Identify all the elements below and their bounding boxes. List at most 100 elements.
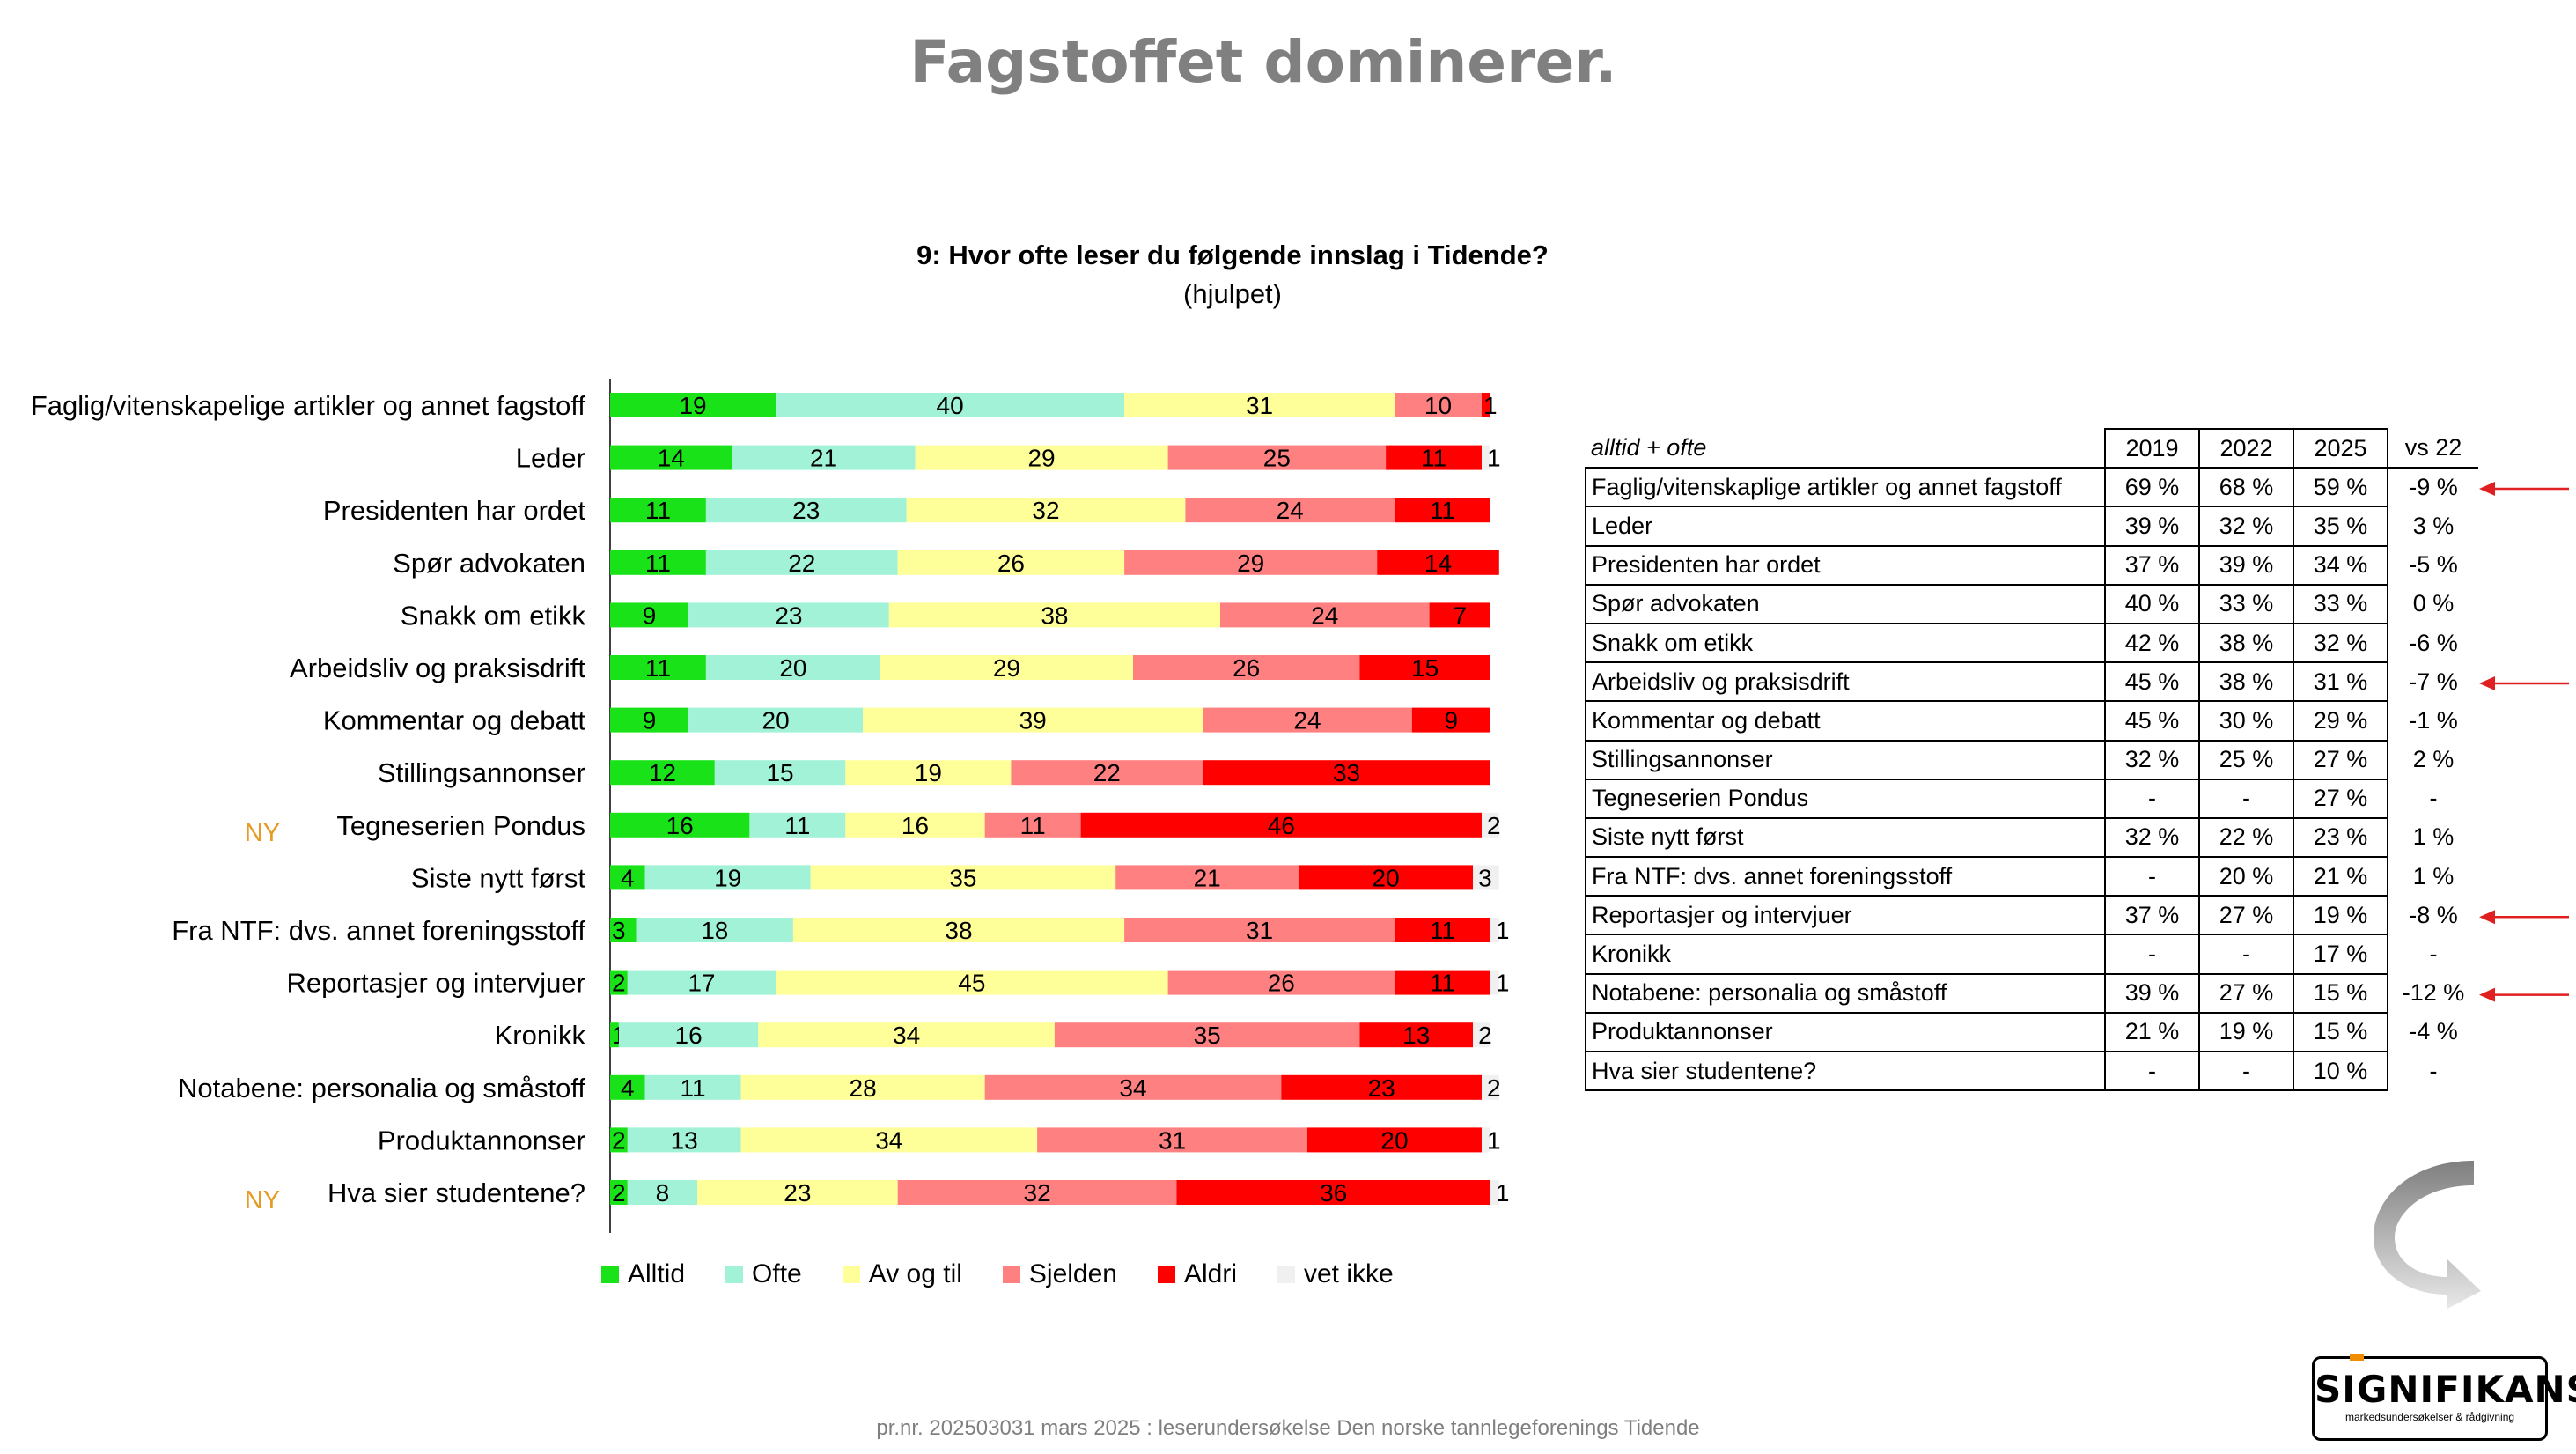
- bar-segment: [1377, 550, 1499, 575]
- cell-2019: 37 %: [2104, 895, 2200, 936]
- bar-segment: [1124, 550, 1378, 575]
- table-row: Reportasjer og intervjuer 37 % 27 % 19 % -8 …: [1585, 895, 2478, 936]
- footer-note: pr.nr. 202503031 mars 2025 : leserunders…: [876, 1416, 1700, 1440]
- cell-2019: -: [2104, 856, 2200, 897]
- chart-legend: Alltid Ofte Av og til Sjelden Aldri vet …: [601, 1259, 1394, 1289]
- row-label: Tegneserien Pondus: [1585, 778, 2106, 819]
- cell-2019: 45 %: [2104, 661, 2200, 703]
- cell-2025: 27 %: [2293, 778, 2388, 819]
- legend-item-sjelden: Sjelden: [1002, 1259, 1117, 1289]
- bar-segment: [714, 760, 846, 786]
- data-label: 31: [1246, 392, 1273, 419]
- data-label: 25: [1263, 445, 1291, 472]
- data-label: 31: [1246, 917, 1273, 944]
- bar-segment: [888, 602, 1220, 628]
- bar-segment: [1359, 1022, 1474, 1048]
- data-label: 32: [1032, 497, 1059, 524]
- bar-segment: [792, 918, 1125, 942]
- legend-swatch: [1157, 1266, 1175, 1283]
- data-label: 23: [784, 1179, 811, 1207]
- bar-segment: [610, 1022, 619, 1048]
- data-label: 11: [1020, 812, 1046, 839]
- page-title: Fagstoffet dominerer.: [909, 28, 1617, 96]
- category-label: Reportasjer og intervjuer: [287, 968, 585, 999]
- category-label: Fra NTF: dvs. annet foreningsstoff: [172, 915, 585, 946]
- cell-2025: 35 %: [2293, 506, 2388, 547]
- data-label: 24: [1277, 497, 1304, 524]
- data-label: 2: [1478, 1022, 1492, 1049]
- bar-segment: [1482, 445, 1490, 470]
- bar-segment: [1220, 602, 1430, 628]
- category-label: Presidenten har ordet: [323, 495, 586, 526]
- data-label: 34: [893, 1022, 920, 1049]
- red-arrow-icon: [2479, 910, 2569, 925]
- bar-segment: [915, 445, 1168, 470]
- new-marker: NY: [245, 819, 280, 847]
- cell-2022: 68 %: [2198, 467, 2294, 508]
- bar-segment: [1307, 1127, 1482, 1153]
- data-label: 23: [1368, 1074, 1395, 1102]
- bar-segment: [984, 812, 1081, 838]
- data-label: 26: [997, 550, 1025, 577]
- data-label: 34: [875, 1126, 902, 1154]
- bar-segment: [610, 707, 689, 733]
- bar-segment: [618, 1022, 759, 1048]
- cell-2019: 40 %: [2104, 583, 2200, 624]
- trend-table-header: alltid + ofte 2019 2022 2025 vs 22: [1586, 427, 2478, 469]
- bar-segment: [610, 655, 706, 680]
- data-label: 20: [762, 707, 790, 734]
- category-label: Faglig/vitenskapelige artikler og annet …: [31, 390, 586, 421]
- category-label: Hva sier studentene?: [328, 1177, 585, 1208]
- data-label: 28: [850, 1074, 877, 1102]
- data-label: 23: [792, 497, 820, 524]
- data-label: 11: [1421, 445, 1446, 472]
- cell-2025: 19 %: [2293, 895, 2388, 936]
- cell-vs22: -12 %: [2402, 979, 2465, 1007]
- bar-segment: [845, 812, 985, 838]
- data-label: 29: [993, 654, 1020, 682]
- trend-table-body: Faglig/vitenskaplige artikler og annet f…: [1585, 467, 2478, 1092]
- cell-vs22: -1 %: [2409, 706, 2458, 734]
- bar-segment: [1167, 970, 1395, 995]
- row-label: Leder: [1585, 506, 2106, 547]
- legend-swatch: [1277, 1266, 1295, 1283]
- bar-segment: [610, 1074, 645, 1100]
- data-label: 13: [1402, 1022, 1430, 1049]
- data-label: 19: [679, 392, 706, 419]
- logo-tagline: markedsundersøkelser & rådgivning: [2344, 1411, 2515, 1423]
- bar-segment: [610, 445, 732, 470]
- cell-2025: 31 %: [2293, 661, 2388, 703]
- bar-segment: [749, 812, 846, 838]
- cell-vs22: -7 %: [2409, 668, 2458, 695]
- data-label: 20: [1373, 864, 1400, 891]
- data-label: 20: [779, 654, 806, 682]
- legend-label: vet ikke: [1304, 1259, 1394, 1288]
- bar-segment: [610, 393, 776, 417]
- cell-2022: 38 %: [2198, 661, 2294, 703]
- bar-segment: [610, 812, 750, 838]
- data-label: 11: [681, 1074, 706, 1102]
- table-row: Hva sier studentene? - -10 % -: [1585, 1050, 2478, 1092]
- cell-2019: -: [2104, 778, 2200, 819]
- cell-2025: 27 %: [2293, 739, 2388, 780]
- table-row: Notabene: personalia og småstoff 39 % 27 %…: [1585, 972, 2478, 1014]
- bar-segment: [610, 760, 715, 786]
- cell-2025: 15 %: [2293, 1011, 2388, 1053]
- data-label: 32: [1024, 1179, 1051, 1207]
- table-row: Kronikk - -17 % -: [1585, 934, 2478, 975]
- data-label: 14: [1424, 550, 1452, 577]
- data-label: 8: [656, 1179, 670, 1207]
- category-label: Leder: [516, 443, 585, 474]
- bar-segment: [627, 1127, 741, 1153]
- data-label: 31: [1159, 1126, 1186, 1154]
- bar-segment: [688, 602, 889, 628]
- column-header-2025: 2025: [2293, 427, 2388, 469]
- data-label: 2: [612, 970, 626, 997]
- table-row: Leder 39 % 32 % 35 % 3 %: [1585, 506, 2478, 547]
- data-label: 34: [1119, 1074, 1146, 1102]
- row-label: Faglig/vitenskaplige artikler og annet f…: [1585, 467, 2106, 508]
- new-marker: NY: [245, 1186, 280, 1214]
- bar-segment: [1395, 970, 1490, 995]
- row-label: Siste nytt først: [1585, 816, 2106, 859]
- data-label: 12: [649, 759, 676, 786]
